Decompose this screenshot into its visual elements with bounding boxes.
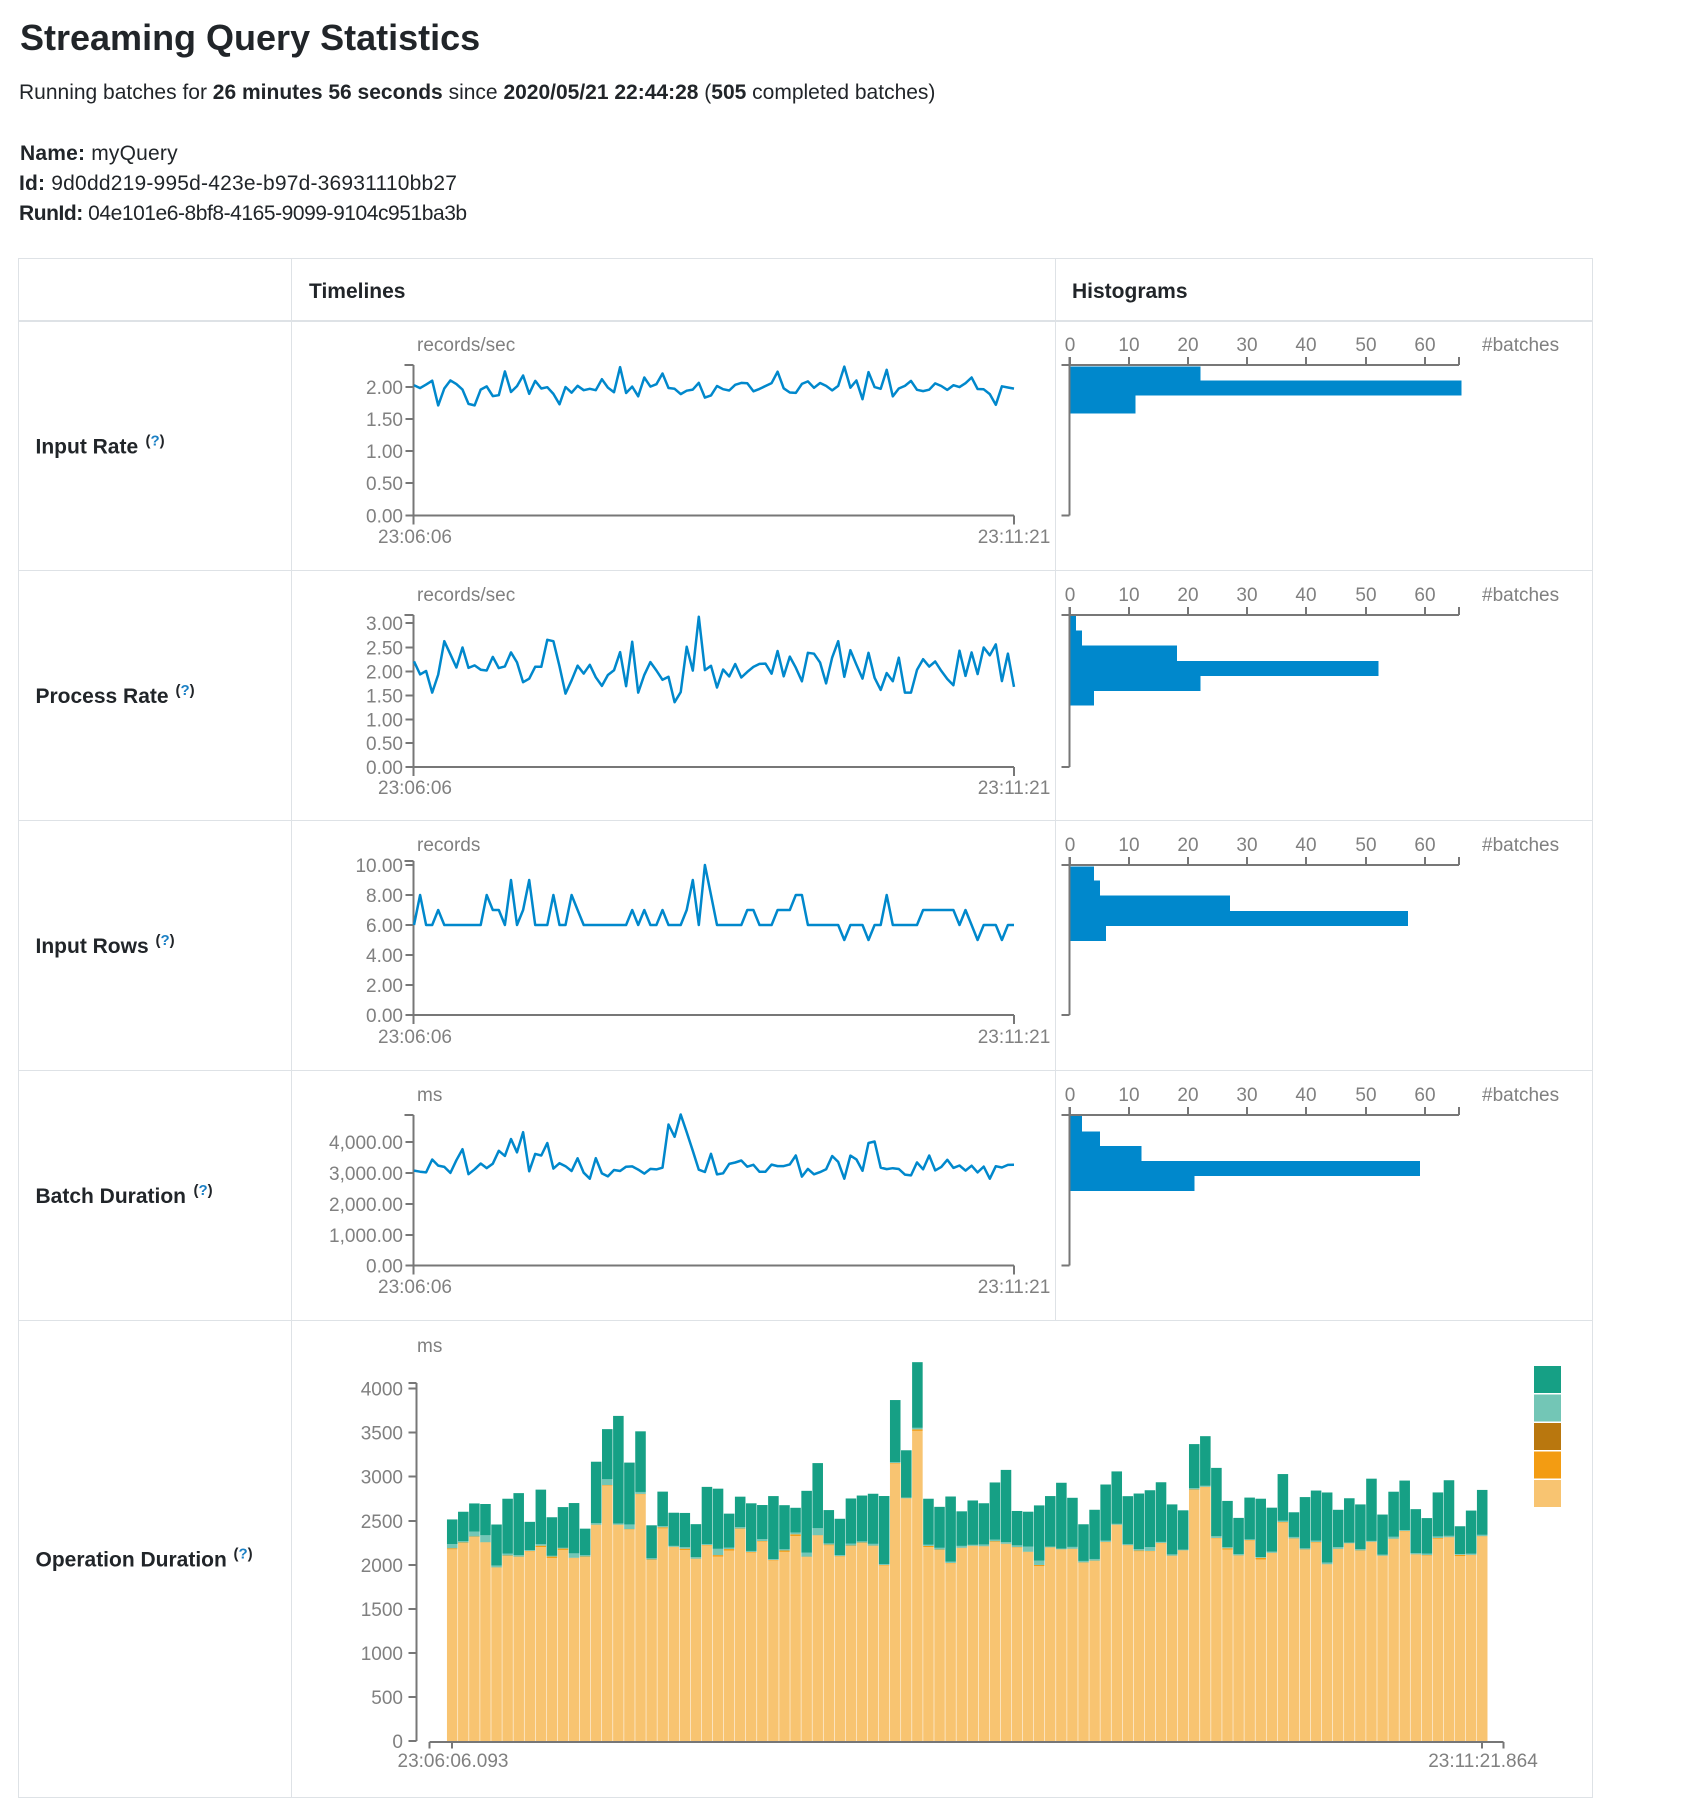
svg-text:23:11:21.864: 23:11:21.864 [1428, 1751, 1538, 1772]
svg-text:30: 30 [1236, 585, 1257, 606]
svg-text:20: 20 [1177, 585, 1198, 606]
svg-text:10: 10 [1118, 335, 1139, 356]
svg-text:6.00: 6.00 [366, 916, 403, 937]
svg-text:1.50: 1.50 [366, 687, 403, 708]
svg-text:0.00: 0.00 [366, 1257, 403, 1278]
svg-text:3,000.00: 3,000.00 [329, 1164, 403, 1185]
svg-text:23:06:06.093: 23:06:06.093 [398, 1751, 509, 1772]
svg-text:Timelines: Timelines [309, 280, 406, 303]
svg-text:0: 0 [1065, 585, 1076, 606]
svg-text:30: 30 [1236, 835, 1257, 856]
svg-text:0.00: 0.00 [366, 1006, 403, 1027]
svg-text:1,000.00: 1,000.00 [329, 1226, 403, 1247]
svg-text:Histograms: Histograms [1072, 280, 1188, 303]
svg-text:0: 0 [1065, 335, 1076, 356]
svg-text:1.00: 1.00 [366, 442, 403, 463]
svg-text:60: 60 [1414, 585, 1435, 606]
svg-text:30: 30 [1236, 335, 1257, 356]
svg-text:#batches: #batches [1482, 1085, 1559, 1106]
svg-text:23:11:21: 23:11:21 [978, 1277, 1051, 1298]
svg-text:4,000.00: 4,000.00 [329, 1133, 403, 1154]
svg-text:Name: myQuery: Name: myQuery [20, 142, 178, 165]
svg-text:(?): (?) [146, 433, 165, 450]
svg-text:Input Rate: Input Rate [36, 436, 139, 459]
svg-text:Input Rows: Input Rows [36, 935, 149, 958]
svg-text:50: 50 [1355, 1085, 1376, 1106]
svg-text:Id: 9d0dd219-995d-423e-b97d-36: Id: 9d0dd219-995d-423e-b97d-36931110bb27 [19, 172, 457, 195]
svg-text:20: 20 [1177, 835, 1198, 856]
svg-text:2,000.00: 2,000.00 [329, 1195, 403, 1216]
svg-text:0: 0 [1065, 835, 1076, 856]
svg-text:2.00: 2.00 [366, 976, 403, 997]
svg-text:(?): (?) [176, 682, 195, 699]
svg-text:3500: 3500 [361, 1424, 403, 1445]
svg-text:ms: ms [417, 1336, 442, 1357]
svg-text:#batches: #batches [1482, 585, 1559, 606]
svg-text:50: 50 [1355, 835, 1376, 856]
svg-text:1.00: 1.00 [366, 711, 403, 732]
svg-text:23:06:06: 23:06:06 [378, 527, 452, 548]
svg-text:records/sec: records/sec [417, 585, 515, 606]
svg-text:1000: 1000 [361, 1644, 403, 1665]
svg-text:records: records [417, 835, 480, 856]
svg-text:ms: ms [417, 1085, 442, 1106]
svg-text:60: 60 [1414, 335, 1435, 356]
svg-text:500: 500 [371, 1688, 403, 1709]
svg-text:20: 20 [1177, 1085, 1198, 1106]
svg-text:Batch Duration: Batch Duration [36, 1185, 187, 1208]
svg-text:#batches: #batches [1482, 835, 1559, 856]
svg-text:0.50: 0.50 [366, 474, 403, 495]
svg-text:0.50: 0.50 [366, 734, 403, 755]
svg-text:Streaming Query Statistics: Streaming Query Statistics [20, 17, 480, 58]
svg-text:10: 10 [1118, 835, 1139, 856]
svg-text:(?): (?) [194, 1182, 213, 1199]
svg-text:50: 50 [1355, 335, 1376, 356]
svg-text:RunId: 04e101e6-8bf8-4165-9099: RunId: 04e101e6-8bf8-4165-9099-9104c951b… [19, 202, 467, 225]
svg-text:40: 40 [1295, 335, 1316, 356]
svg-text:23:11:21: 23:11:21 [978, 527, 1051, 548]
svg-text:60: 60 [1414, 835, 1435, 856]
svg-text:2.50: 2.50 [366, 639, 403, 660]
svg-text:1500: 1500 [361, 1600, 403, 1621]
svg-text:4000: 4000 [361, 1380, 403, 1401]
svg-text:4.00: 4.00 [366, 946, 403, 967]
svg-text:23:11:21: 23:11:21 [978, 1027, 1051, 1048]
svg-text:(?): (?) [234, 1546, 253, 1563]
svg-text:3000: 3000 [361, 1468, 403, 1489]
svg-text:Process Rate: Process Rate [36, 685, 169, 708]
svg-text:30: 30 [1236, 1085, 1257, 1106]
svg-text:10: 10 [1118, 1085, 1139, 1106]
svg-text:0.00: 0.00 [366, 507, 403, 528]
svg-text:40: 40 [1295, 585, 1316, 606]
svg-text:60: 60 [1414, 1085, 1435, 1106]
svg-text:23:06:06: 23:06:06 [378, 1027, 452, 1048]
svg-text:23:11:21: 23:11:21 [978, 778, 1051, 799]
svg-text:records/sec: records/sec [417, 335, 515, 356]
svg-text:23:06:06: 23:06:06 [378, 1277, 452, 1298]
svg-text:0: 0 [392, 1732, 403, 1753]
svg-text:8.00: 8.00 [366, 886, 403, 907]
svg-text:2500: 2500 [361, 1512, 403, 1533]
svg-text:2.00: 2.00 [366, 663, 403, 684]
svg-text:10.00: 10.00 [355, 856, 403, 877]
svg-text:#batches: #batches [1482, 335, 1559, 356]
svg-text:20: 20 [1177, 335, 1198, 356]
svg-text:0: 0 [1065, 1085, 1076, 1106]
svg-text:40: 40 [1295, 835, 1316, 856]
svg-text:1.50: 1.50 [366, 410, 403, 431]
svg-text:40: 40 [1295, 1085, 1316, 1106]
svg-text:Operation Duration: Operation Duration [36, 1549, 227, 1572]
svg-text:(?): (?) [156, 932, 175, 949]
svg-text:0.00: 0.00 [366, 758, 403, 779]
svg-text:10: 10 [1118, 585, 1139, 606]
svg-text:3.00: 3.00 [366, 614, 403, 635]
svg-text:23:06:06: 23:06:06 [378, 778, 452, 799]
svg-text:Running batches for 26 minutes: Running batches for 26 minutes 56 second… [19, 81, 935, 104]
svg-text:50: 50 [1355, 585, 1376, 606]
svg-text:2000: 2000 [361, 1556, 403, 1577]
svg-text:2.00: 2.00 [366, 378, 403, 399]
